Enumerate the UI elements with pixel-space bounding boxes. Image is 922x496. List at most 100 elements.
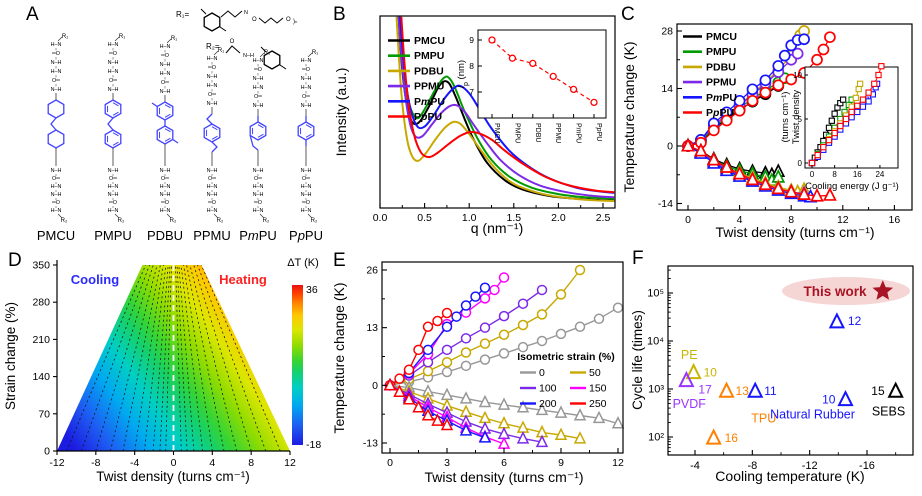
- material-label: PVDF: [673, 397, 707, 411]
- chart-text: O═: [302, 176, 310, 182]
- panel-b-label: B: [333, 4, 346, 25]
- x-tick-label: 8: [248, 457, 254, 469]
- chart-text: O═: [302, 94, 310, 100]
- chart-text: N–H: [301, 192, 312, 198]
- y-tick-label: 0: [372, 380, 378, 392]
- panel-c-label: C: [621, 4, 635, 25]
- legend-entry-label: 100: [539, 383, 557, 395]
- chart-text: H–N: [51, 208, 62, 214]
- panel-e-label: E: [333, 250, 346, 271]
- chart-text: R₂: [61, 218, 68, 224]
- inset-y-axis-title: Twist density: [791, 90, 802, 145]
- legend-label: PPMU: [414, 81, 444, 93]
- chart-text: O═: [52, 176, 60, 182]
- x-tick-label: 6: [501, 457, 507, 469]
- panel-c: 0 4 8 12 16 -14 0 14 28 Twist density (turns cm⁻¹…: [620, 0, 922, 250]
- x-tick-label: 1.0: [462, 212, 477, 224]
- legend-label: PDBU: [414, 65, 444, 77]
- chart-text: H–N: [108, 42, 119, 48]
- chart-text: O═: [161, 80, 169, 86]
- panel-a-label: A: [26, 4, 39, 25]
- chart-text: O═: [109, 78, 117, 84]
- x-tick-label: 8: [788, 214, 794, 226]
- chart-text: H–N: [108, 69, 119, 75]
- chart-text: ═O: [51, 200, 60, 206]
- chart-text: R₁: [171, 36, 177, 42]
- y-axis-title: Temperature change (K): [621, 42, 637, 193]
- x-tick-label: 1.5: [506, 212, 521, 224]
- reference-number: 12: [848, 314, 862, 328]
- inset-y-tick: 5: [798, 115, 803, 124]
- y-tick-label: 13: [366, 322, 378, 334]
- r1-definition-label: R₁=: [176, 10, 189, 19]
- chart-text: ═O: [51, 51, 60, 57]
- reference-number: 16: [725, 431, 739, 445]
- molecule-name: PMCU: [37, 228, 75, 243]
- chart-text: ═O: [207, 200, 216, 206]
- y-tick-label: 10⁵: [647, 288, 664, 300]
- x-tick-label: 4: [209, 457, 215, 469]
- chart-text: H–N: [301, 58, 312, 64]
- x-tick-label: 12: [284, 457, 296, 469]
- inset-y-tick: 0: [798, 159, 803, 168]
- chart-text: O═: [254, 94, 262, 100]
- chart-text: H–N: [207, 208, 218, 214]
- x-tick-label: 2.0: [551, 212, 566, 224]
- inset-x-tick: 16: [853, 170, 862, 179]
- panel-d-label: D: [8, 250, 22, 271]
- legend-entry-label: 150: [589, 383, 607, 395]
- panel-d: -12 -8 -4 0 4 8 12 0 70 140 210 280 350 Twist density…: [0, 250, 330, 496]
- chart-text: O═: [161, 176, 169, 182]
- legend-label: PMCU: [493, 123, 500, 144]
- y-axis-title: Temperature change (K): [331, 283, 347, 434]
- y-axis-title: Intensity (a.u.): [333, 68, 349, 157]
- chart-text: N–H: [207, 101, 218, 107]
- inset-y-axis-unit: (turns cm⁻¹): [780, 92, 791, 143]
- y-tick-label: 70: [38, 408, 50, 420]
- y-tick-label: 10²: [648, 432, 664, 444]
- data-point-natural-rubber-12: 12: [828, 312, 862, 329]
- chart-text: N–H: [207, 74, 218, 80]
- chart-text: N–H: [51, 87, 62, 93]
- panel-c-temperature-chart: 0 4 8 12 16 -14 0 14 28 Twist density (turns cm⁻¹…: [621, 23, 913, 240]
- y-axis-title: Cycle life (times): [630, 310, 645, 410]
- chart-text: O═: [254, 176, 262, 182]
- y-tick-label: -13: [363, 438, 378, 450]
- data-point-sebs-15: 15: [871, 381, 904, 398]
- legend-label: PMCU: [706, 31, 737, 43]
- data-point-natural-rubber-11: 11: [747, 381, 777, 398]
- chart-text: R₂: [118, 218, 125, 224]
- molecule-name: PPMU: [193, 228, 231, 243]
- colorbar-min: -18: [306, 439, 321, 451]
- x-tick-label: 9: [558, 457, 564, 469]
- chart-text: O: [286, 17, 291, 23]
- molecule-name: PpPU: [289, 228, 323, 243]
- chart-text: N–H: [108, 87, 119, 93]
- x-tick-label: 0: [387, 457, 393, 469]
- chart-text: ═O: [253, 200, 262, 206]
- substituent-definitions: R₁= NO O)ₙR₂= ON–H: [176, 8, 298, 70]
- chart-text: H–N: [301, 208, 312, 214]
- x-axis-title: Twist density (turns cm⁻¹): [715, 224, 874, 240]
- heating-strain-250: [384, 307, 453, 391]
- chart-text: ═O: [160, 200, 169, 206]
- y-tick-label: 28: [661, 26, 673, 38]
- this-work-label: This work: [803, 284, 867, 299]
- panel-b-saxs-chart: 0.0 0.5 1.0 1.5 2.0 2.5 q (nm⁻¹) Intensity (a.u…: [333, 15, 616, 236]
- chart-text: O═: [208, 176, 216, 182]
- this-work-marker: This work: [803, 280, 894, 300]
- panel-a: R₁= N O O)ₙ R₂= O N–H R₁ H–N ═O N–H H–N O═ N–H N–H O═ H–…: [0, 0, 330, 250]
- chart-text: H–N: [160, 184, 171, 190]
- y-tick-label: 0: [667, 141, 673, 153]
- chart-text: O═: [109, 176, 117, 182]
- x-tick-label: -12: [49, 457, 64, 469]
- legend-label: PmPU: [575, 123, 582, 143]
- x-tick-label: 16: [889, 214, 901, 226]
- inset-x-tick: 24: [875, 170, 884, 179]
- data-point-pe-10: 10: [685, 362, 717, 380]
- panel-b: 0.0 0.5 1.0 1.5 2.0 2.5 q (nm⁻¹) Intensity (a.u…: [330, 0, 620, 250]
- x-tick-label: 0.5: [417, 212, 432, 224]
- chart-text: H–N: [253, 85, 264, 91]
